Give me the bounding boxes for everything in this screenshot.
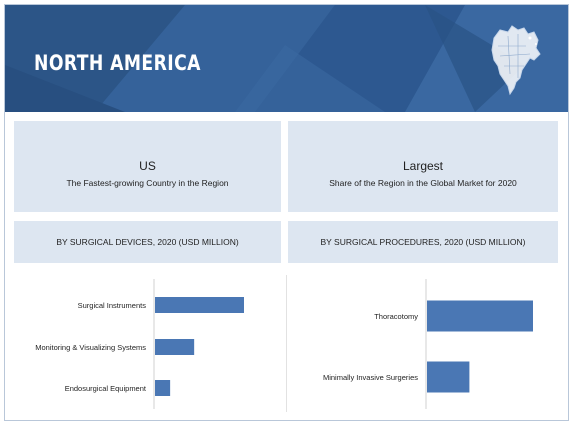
category-label: Surgical Instruments: [78, 301, 147, 310]
chart-title-devices: BY SURGICAL DEVICES, 2020 (USD MILLION): [14, 221, 281, 263]
category-label: Thoracotomy: [374, 312, 418, 321]
bar-thoracotomy: [427, 300, 533, 332]
chart-divider: [286, 275, 287, 412]
region-title: NORTH AMERICA: [34, 51, 201, 75]
chart-title-procedures: BY SURGICAL PROCEDURES, 2020 (USD MILLIO…: [288, 221, 558, 263]
highlight-detail: The Fastest-growing Country in the Regio…: [66, 178, 229, 188]
category-label: Minimally Invasive Surgeries: [323, 373, 418, 382]
infographic-frame: NORTH AMERICA US The Fastest-growing Cou…: [4, 4, 569, 421]
bar-endosurgical-equipment: [155, 380, 171, 396]
north-america-map-icon: [491, 25, 541, 96]
bar-minimally-invasive-surgeries: [427, 361, 470, 393]
highlight-headline: Largest: [402, 159, 444, 173]
category-label: Monitoring & Visualizing Systems: [35, 343, 146, 352]
highlight-card-share: Largest Share of the Region in the Globa…: [288, 121, 558, 212]
bar-monitoring-visualizing-systems: [155, 339, 195, 355]
banner-background: [5, 5, 568, 112]
highlight-card-country: US The Fastest-growing Country in the Re…: [14, 121, 281, 212]
category-label: Endosurgical Equipment: [65, 384, 147, 393]
procedures-bar-chart: Thoracotomy Minimally Invasive Surgeries: [323, 279, 533, 409]
highlight-headline: US: [139, 159, 156, 173]
bar-surgical-instruments: [155, 297, 244, 313]
devices-bar-chart: Surgical Instruments Monitoring & Visuali…: [35, 279, 244, 409]
highlight-detail: Share of the Region in the Global Market…: [329, 178, 517, 188]
header-banner: NORTH AMERICA: [5, 5, 568, 112]
